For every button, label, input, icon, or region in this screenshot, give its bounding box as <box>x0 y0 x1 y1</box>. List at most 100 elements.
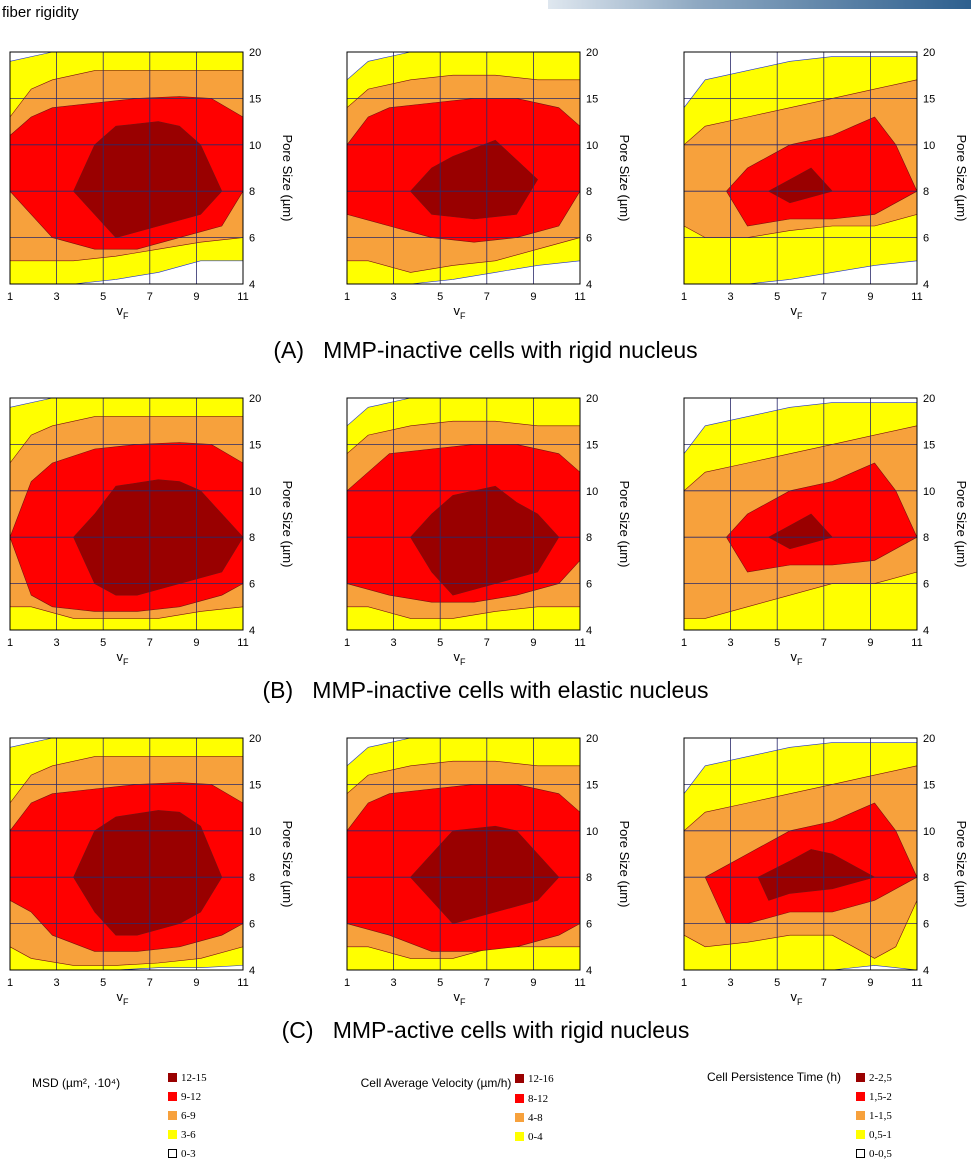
contour-band-12-16 <box>410 485 560 596</box>
legend-persistence-item: 0,5-1 <box>856 1129 892 1141</box>
x-axis-label: vF <box>791 303 804 321</box>
legend-persistence-item: 0-0,5 <box>856 1148 892 1160</box>
y-tick-label: 15 <box>586 779 598 791</box>
x-tick-label: 3 <box>54 637 60 649</box>
caption-a-letter: (A) <box>273 337 304 363</box>
y-axis-label: Pore Size (µm) <box>280 135 295 222</box>
y-tick-label: 8 <box>249 532 255 544</box>
x-tick-label: 5 <box>774 637 780 649</box>
y-tick-label: 10 <box>249 826 261 838</box>
caption-b-text: MMP-inactive cells with elastic nucleus <box>312 677 709 703</box>
y-tick-label: 4 <box>923 625 929 637</box>
x-tick-label: 1 <box>344 637 350 649</box>
x-tick-label: 11 <box>911 637 922 649</box>
y-tick-label: 6 <box>923 919 929 931</box>
y-tick-label: 20 <box>586 47 598 59</box>
y-tick-label: 4 <box>249 279 255 291</box>
plot-frame <box>9 397 244 631</box>
caption-c-letter: (C) <box>281 1017 314 1043</box>
y-tick-label: 8 <box>923 532 929 544</box>
x-tick-label: 1 <box>7 291 13 303</box>
legend-persistence-item: 1-1,5 <box>856 1110 892 1122</box>
x-tick-label: 3 <box>391 637 397 649</box>
x-tick-label: 5 <box>437 291 443 303</box>
x-tick-label: 1 <box>7 637 13 649</box>
y-tick-label: 4 <box>923 279 929 291</box>
header-text: fiber rigidity <box>2 4 79 21</box>
x-tick-label: 9 <box>867 977 873 989</box>
x-tick-label: 3 <box>54 977 60 989</box>
contour-band-12-15 <box>73 121 223 238</box>
plot-frame <box>346 737 581 971</box>
x-tick-label: 9 <box>530 637 536 649</box>
y-tick-label: 15 <box>923 439 935 451</box>
x-tick-label: 9 <box>193 977 199 989</box>
legend-msd-title: MSD (µm², ·10⁴) <box>32 1076 121 1090</box>
y-axis-label: Pore Size (µm) <box>280 821 295 908</box>
x-tick-label: 5 <box>437 637 443 649</box>
y-tick-label: 10 <box>923 826 935 838</box>
x-tick-label: 11 <box>574 637 585 649</box>
x-tick-label: 11 <box>911 291 922 303</box>
y-tick-label: 6 <box>249 919 255 931</box>
y-tick-label: 15 <box>249 93 261 105</box>
legend-msd-item: 9-12 <box>168 1091 201 1103</box>
x-tick-label: 9 <box>193 291 199 303</box>
y-tick-label: 20 <box>923 733 935 745</box>
contour-panel-b-1: 1 3 5 7 9 11 vF 4 6 8 10 15 20 Pore Size (µm) <box>7 393 295 667</box>
x-tick-label: 5 <box>774 291 780 303</box>
legend-velocity-item: 0-4 <box>515 1131 543 1143</box>
legend-msd-item: 0-3 <box>168 1148 196 1160</box>
y-tick-label: 4 <box>923 965 929 977</box>
plot-frame <box>346 51 581 285</box>
x-tick-label: 3 <box>391 977 397 989</box>
legend-velocity-item: 4-8 <box>515 1112 543 1124</box>
x-tick-label: 11 <box>237 977 248 989</box>
x-tick-label: 11 <box>237 637 248 649</box>
plot-frame <box>9 737 244 971</box>
x-tick-label: 7 <box>147 637 153 649</box>
header-banner-bar <box>548 0 971 9</box>
x-axis-label: vF <box>791 649 804 667</box>
plot-frame <box>683 397 918 631</box>
y-tick-label: 6 <box>923 233 929 245</box>
contour-panel-b-3: 1 3 5 7 9 11 vF 4 6 8 10 15 20 Pore Size (µm) <box>681 393 969 667</box>
y-tick-label: 4 <box>249 965 255 977</box>
contour-panel-c-2: 1 3 5 7 9 11 vF 4 6 8 10 15 20 Pore Size (µm) <box>344 733 632 1007</box>
y-tick-label: 4 <box>249 625 255 637</box>
y-tick-label: 6 <box>586 579 592 591</box>
x-tick-label: 7 <box>821 291 827 303</box>
legend-velocity-title: Cell Average Velocity (µm/h) <box>360 1076 512 1090</box>
y-tick-label: 20 <box>923 393 935 405</box>
plot-frame <box>9 51 244 285</box>
caption-b: (B) MMP-inactive cells with elastic nucl… <box>0 677 971 704</box>
contour-band-2-2,5 <box>768 167 833 204</box>
x-tick-label: 1 <box>681 977 687 989</box>
x-tick-label: 7 <box>147 977 153 989</box>
plot-frame <box>346 397 581 631</box>
y-tick-label: 20 <box>249 47 261 59</box>
legend-persistence-title: Cell Persistence Time (h) <box>706 1070 842 1084</box>
x-tick-label: 9 <box>193 637 199 649</box>
y-tick-label: 8 <box>586 186 592 198</box>
y-tick-label: 10 <box>923 486 935 498</box>
caption-b-letter: (B) <box>262 677 294 703</box>
x-tick-label: 5 <box>100 291 106 303</box>
y-axis-label: Pore Size (µm) <box>617 135 632 222</box>
y-tick-label: 8 <box>249 872 255 884</box>
y-tick-label: 4 <box>586 279 592 291</box>
x-tick-label: 5 <box>100 977 106 989</box>
legend-msd-item: 6-9 <box>168 1110 196 1122</box>
x-tick-label: 7 <box>484 637 490 649</box>
contour-panel-c-1: 1 3 5 7 9 11 vF 4 6 8 10 15 20 Pore Size (µm) <box>7 733 295 1007</box>
x-tick-label: 11 <box>237 291 248 303</box>
y-tick-label: 10 <box>586 826 598 838</box>
x-tick-label: 7 <box>484 291 490 303</box>
y-tick-label: 6 <box>923 579 929 591</box>
x-tick-label: 3 <box>391 291 397 303</box>
x-axis-label: vF <box>117 649 130 667</box>
x-tick-label: 7 <box>821 977 827 989</box>
legend-persistence-item: 2-2,5 <box>856 1072 892 1084</box>
y-tick-label: 8 <box>586 872 592 884</box>
x-tick-label: 11 <box>911 977 922 989</box>
